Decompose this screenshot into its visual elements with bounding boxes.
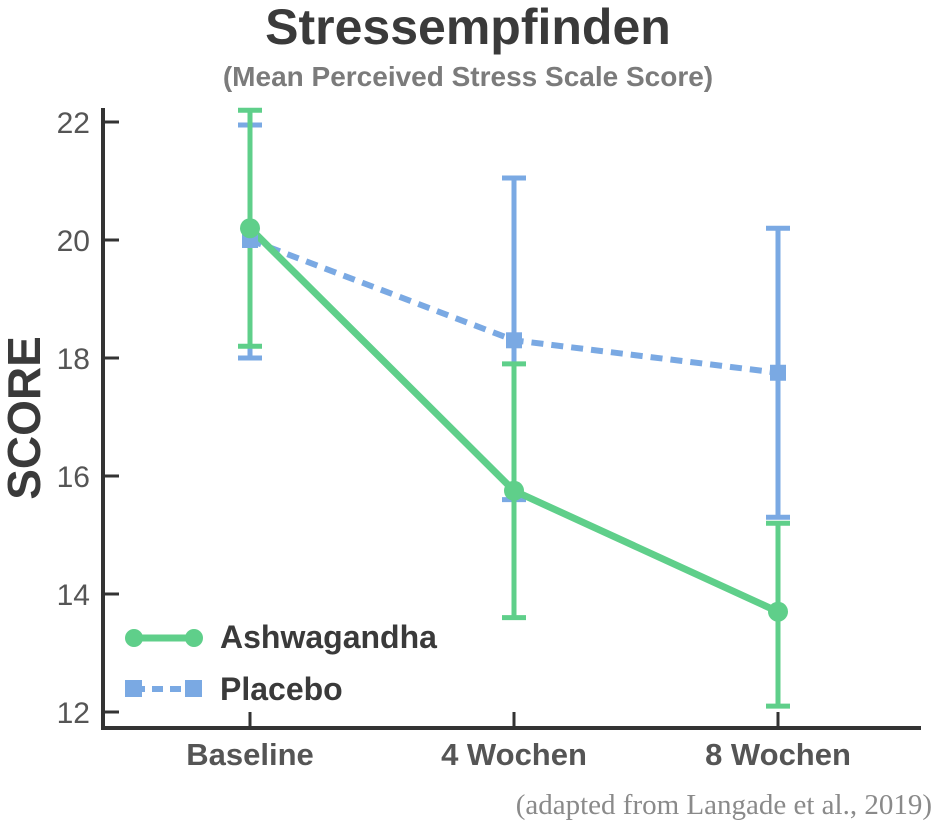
chart-subtitle: (Mean Perceived Stress Scale Score) bbox=[223, 61, 713, 92]
series-layer bbox=[238, 107, 790, 709]
y-tick-label: 16 bbox=[57, 461, 90, 494]
x-tick-label: 8 Wochen bbox=[705, 737, 851, 772]
x-tick-label: 4 Wochen bbox=[441, 737, 587, 772]
y-ticks: 12 14 16 18 20 22 bbox=[57, 107, 119, 730]
y-tick-label: 18 bbox=[57, 343, 90, 376]
y-tick-label: 22 bbox=[57, 107, 90, 140]
data-point-placebo bbox=[506, 332, 522, 349]
data-point-ashwagandha bbox=[504, 480, 524, 501]
legend-marker-placebo-end bbox=[185, 680, 202, 697]
legend-marker-ashwagandha-end bbox=[185, 629, 203, 647]
chart-title: Stressempfinden bbox=[265, 0, 671, 55]
legend-label-placebo: Placebo bbox=[220, 671, 343, 707]
legend: Ashwagandha Placebo bbox=[125, 619, 437, 707]
x-tick-label: Baseline bbox=[186, 737, 314, 772]
data-point-ashwagandha bbox=[768, 601, 788, 622]
legend-item-placebo: Placebo bbox=[125, 671, 343, 707]
y-tick-label: 14 bbox=[57, 579, 90, 612]
x-ticks: Baseline 4 Wochen 8 Wochen bbox=[186, 712, 851, 772]
data-point-placebo bbox=[770, 364, 786, 381]
legend-label-ashwagandha: Ashwagandha bbox=[220, 619, 437, 655]
y-axis-label: SCORE bbox=[0, 336, 50, 500]
data-point-ashwagandha bbox=[240, 218, 260, 239]
legend-item-ashwagandha: Ashwagandha bbox=[125, 619, 437, 655]
legend-marker-placebo bbox=[125, 680, 142, 697]
y-tick-label: 20 bbox=[57, 225, 90, 258]
source-note: (adapted from Langade et al., 2019) bbox=[516, 789, 932, 821]
y-tick-label: 12 bbox=[57, 697, 90, 730]
legend-marker-ashwagandha bbox=[125, 629, 143, 647]
